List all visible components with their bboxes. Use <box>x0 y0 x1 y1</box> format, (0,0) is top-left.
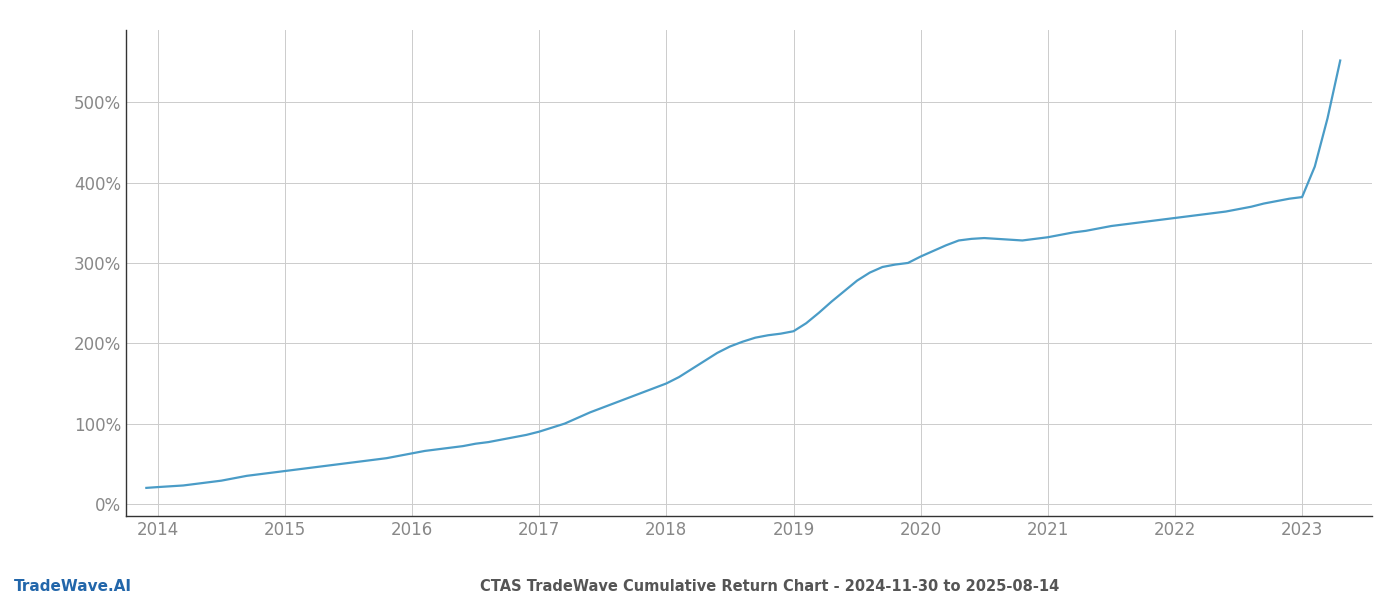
Text: CTAS TradeWave Cumulative Return Chart - 2024-11-30 to 2025-08-14: CTAS TradeWave Cumulative Return Chart -… <box>480 579 1060 594</box>
Text: TradeWave.AI: TradeWave.AI <box>14 579 132 594</box>
